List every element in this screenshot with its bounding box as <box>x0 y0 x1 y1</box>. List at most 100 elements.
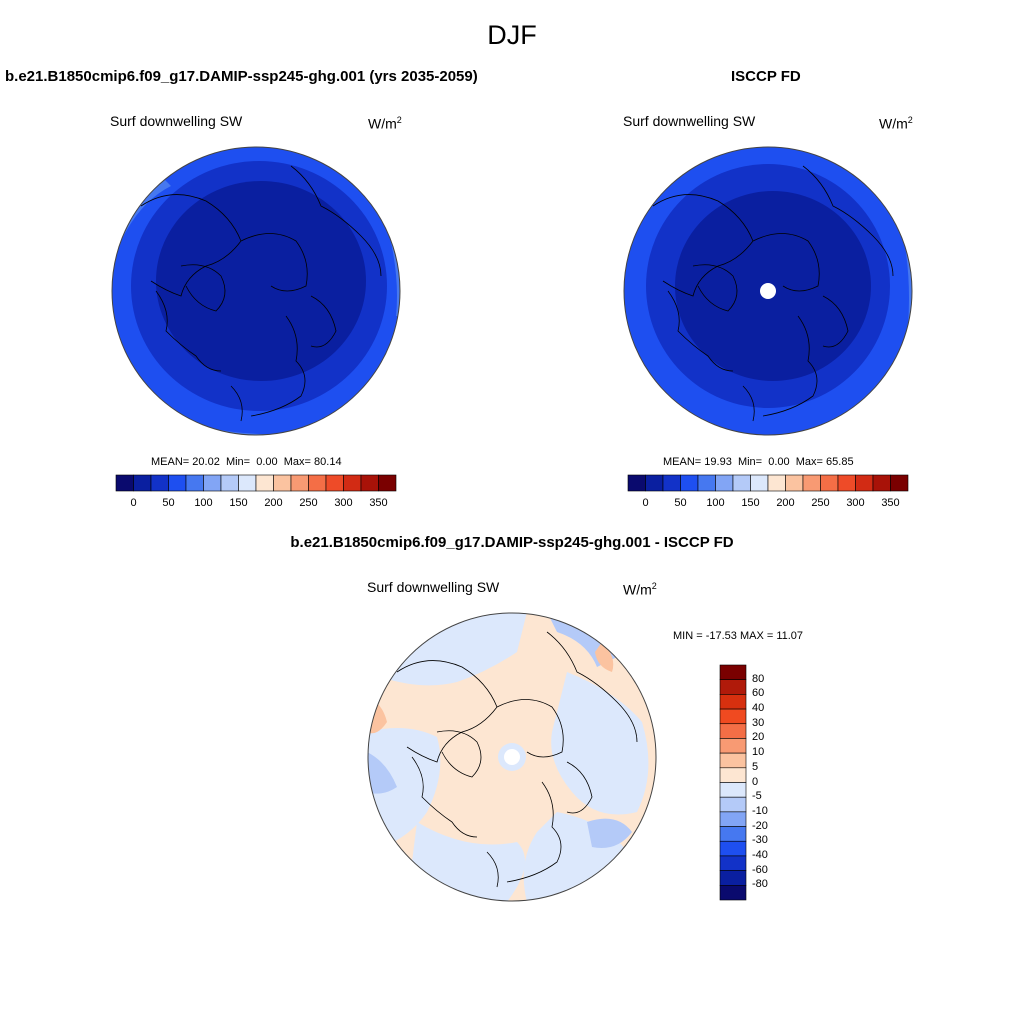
model-polar-map <box>111 146 401 436</box>
colorbar-swatch <box>290 474 309 492</box>
colorbar-tick-label: 200 <box>776 497 795 509</box>
obs-map-border <box>623 146 913 436</box>
colorbar-swatch <box>627 474 646 492</box>
colorbar-tick-label: 150 <box>741 497 760 509</box>
diff-field-neg-w <box>368 728 441 852</box>
colorbar-swatch <box>238 474 257 492</box>
model-coastlines <box>140 165 382 422</box>
diff-stats: MIN = -17.53 MAX = 11.07 <box>673 630 804 642</box>
colorbar-tick-label: 250 <box>299 497 318 509</box>
diff-field-neg2-w <box>368 752 397 794</box>
colorbar-swatch <box>662 474 681 492</box>
obs-coastlines <box>652 165 894 422</box>
colorbar-tick-label: 350 <box>369 497 388 509</box>
colorbar-swatch <box>645 474 664 492</box>
diff-variable-label: Surf downwelling SW <box>367 579 500 595</box>
colorbar-tick-label: -60 <box>752 863 768 876</box>
diff-field-neg2-se <box>587 818 632 848</box>
colorbar-tick-label: 350 <box>881 497 900 509</box>
colorbar-tick-label: 0 <box>130 497 137 509</box>
colorbar-tick-label: -40 <box>752 848 768 861</box>
diff-coastlines <box>396 631 638 888</box>
diff-field-pos2-ne <box>595 642 614 672</box>
colorbar-swatch <box>719 855 747 871</box>
colorbar-tick-label: 5 <box>752 760 759 773</box>
colorbar-swatch <box>719 708 747 725</box>
colorbar-tick-label: 50 <box>674 497 687 509</box>
colorbar-swatch <box>719 752 747 769</box>
colorbar-swatch <box>719 694 747 710</box>
diff-polar-map <box>367 612 657 902</box>
colorbar-tick-label: 300 <box>334 497 353 509</box>
colorbar-tick-label: -20 <box>752 819 768 832</box>
colorbar-swatch <box>750 474 769 492</box>
colorbar-swatch <box>325 474 344 492</box>
diff-missing-pole <box>504 749 520 765</box>
colorbar-tick-label: 30 <box>752 716 765 729</box>
colorbar-tick-label: 250 <box>811 497 830 509</box>
colorbar-swatch <box>719 723 747 739</box>
colorbar-tick-label: -80 <box>752 878 768 891</box>
colorbar-swatch <box>719 738 747 754</box>
diff-units-label: W/m2 <box>623 581 657 598</box>
colorbar-tick-label: 10 <box>752 746 765 759</box>
obs-colorbar <box>627 474 909 492</box>
colorbar-swatch <box>855 474 874 492</box>
model-variable-label: Surf downwelling SW <box>110 113 243 129</box>
colorbar-tick-label: 0 <box>642 497 649 509</box>
colorbar-tick-label: 40 <box>752 702 765 715</box>
model-panel-title: b.e21.B1850cmip6.f09_g17.DAMIP-ssp245-gh… <box>5 68 478 85</box>
colorbar-swatch <box>185 474 204 492</box>
colorbar-swatch <box>360 474 379 492</box>
colorbar-swatch <box>255 474 274 492</box>
obs-panel-title: ISCCP FD <box>731 68 801 85</box>
colorbar-tick-label: -30 <box>752 834 768 847</box>
colorbar-tick-label: 50 <box>162 497 175 509</box>
model-units-label: W/m2 <box>368 115 402 132</box>
colorbar-swatch <box>308 474 327 492</box>
colorbar-swatch <box>715 474 734 492</box>
diff-map-border <box>367 612 657 902</box>
figure-title: DJF <box>487 20 537 50</box>
model-field-inner <box>156 181 366 381</box>
colorbar-swatch <box>837 474 856 492</box>
colorbar-swatch <box>719 885 747 901</box>
colorbar-tick-label: 300 <box>846 497 865 509</box>
colorbar-swatch <box>115 474 134 492</box>
colorbar-swatch <box>719 840 747 857</box>
colorbar-tick-label: -10 <box>752 804 768 817</box>
colorbar-swatch <box>697 474 716 492</box>
diff-panel-title: b.e21.B1850cmip6.f09_g17.DAMIP-ssp245-gh… <box>290 534 734 551</box>
colorbar-tick-label: 20 <box>752 731 765 744</box>
colorbar-swatch <box>273 474 292 492</box>
colorbar-swatch <box>872 474 891 492</box>
colorbar-swatch <box>220 474 239 492</box>
obs-polar-map <box>623 146 913 436</box>
colorbar-swatch <box>719 767 747 783</box>
colorbar-swatch <box>719 679 747 695</box>
colorbar-swatch <box>719 826 747 842</box>
colorbar-tick-label: 100 <box>706 497 725 509</box>
colorbar-tick-label: 80 <box>752 672 765 685</box>
colorbar-swatch <box>719 664 747 680</box>
colorbar-swatch <box>680 474 699 492</box>
colorbar-tick-label: 0 <box>752 775 759 788</box>
colorbar-swatch <box>719 796 747 813</box>
colorbar-swatch <box>150 474 169 492</box>
colorbar-swatch <box>168 474 187 492</box>
colorbar-swatch <box>378 474 397 492</box>
colorbar-swatch <box>719 811 747 827</box>
colorbar-tick-label: 60 <box>752 687 765 700</box>
colorbar-swatch <box>203 474 222 492</box>
colorbar-swatch <box>732 474 751 492</box>
obs-units-label: W/m2 <box>879 115 913 132</box>
colorbar-tick-label: 100 <box>194 497 213 509</box>
colorbar-tick-label: 150 <box>229 497 248 509</box>
colorbar-swatch <box>785 474 804 492</box>
colorbar-swatch <box>719 782 747 798</box>
diff-field-neg-e <box>551 672 649 815</box>
obs-variable-label: Surf downwelling SW <box>623 113 756 129</box>
colorbar-swatch <box>343 474 362 492</box>
colorbar-swatch <box>133 474 152 492</box>
colorbar-swatch <box>890 474 909 492</box>
